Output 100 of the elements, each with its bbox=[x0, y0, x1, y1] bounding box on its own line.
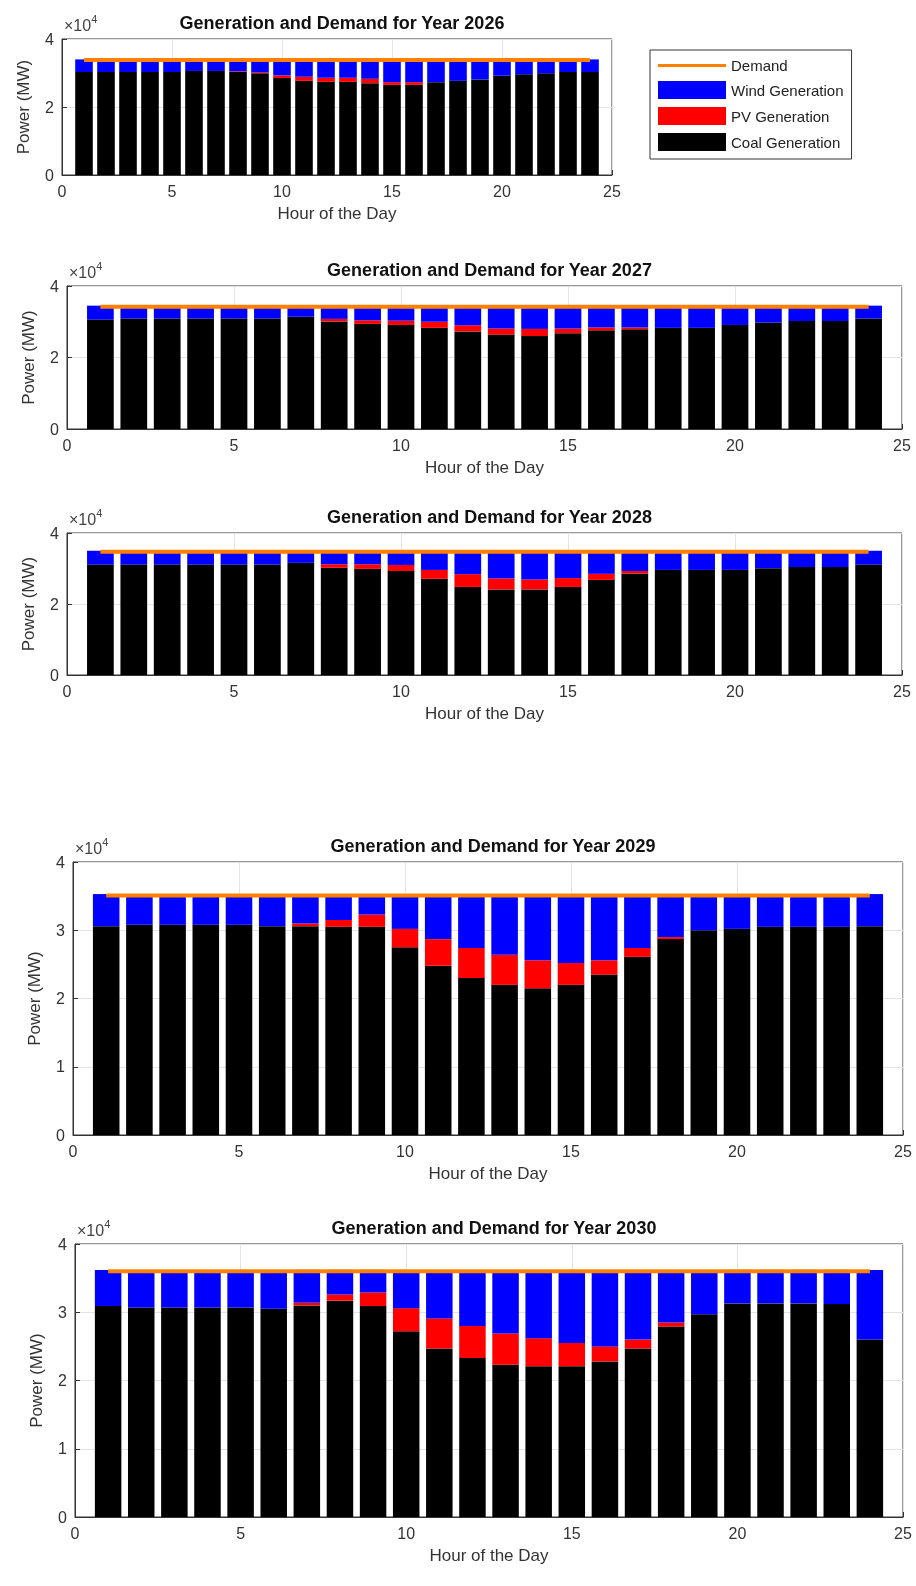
bar bbox=[487, 578, 515, 590]
bar bbox=[493, 75, 511, 175]
x-axis-title: Hour of the Day bbox=[424, 458, 545, 477]
y-tick-label: 2 bbox=[58, 1372, 68, 1389]
bar bbox=[755, 322, 782, 429]
bar bbox=[459, 1325, 486, 1358]
x-tick-label: 15 bbox=[383, 182, 401, 200]
bar bbox=[521, 336, 548, 429]
bar bbox=[187, 318, 214, 429]
bar bbox=[260, 1308, 287, 1517]
bar bbox=[823, 894, 850, 927]
bar bbox=[421, 321, 448, 328]
bar bbox=[621, 573, 649, 675]
y-tick-label: 2 bbox=[50, 595, 60, 613]
bar bbox=[855, 564, 882, 675]
bar bbox=[492, 1364, 519, 1517]
bar bbox=[458, 894, 485, 948]
bar bbox=[387, 320, 415, 325]
x-axis-title: Hour of the Day bbox=[428, 1164, 549, 1183]
bar bbox=[254, 318, 281, 429]
bar bbox=[657, 1322, 685, 1327]
bar bbox=[127, 1307, 155, 1517]
x-tick-label: 25 bbox=[603, 182, 621, 200]
bar bbox=[790, 1303, 817, 1517]
x-tick-label: 0 bbox=[70, 1524, 80, 1542]
legend-label: Demand bbox=[731, 57, 788, 74]
bar bbox=[159, 894, 186, 925]
bar bbox=[94, 1306, 122, 1517]
bar bbox=[554, 578, 582, 587]
bar bbox=[387, 564, 415, 571]
bar bbox=[458, 948, 485, 979]
y-axis-title: Power (MW) bbox=[25, 951, 44, 1046]
bar bbox=[391, 894, 419, 929]
y-tick-label: 2 bbox=[45, 98, 55, 116]
y-tick-label: 2 bbox=[50, 349, 60, 366]
chart-title: Generation and Demand for Year 2029 bbox=[330, 836, 656, 856]
x-tick-label: 10 bbox=[397, 1524, 416, 1542]
bar bbox=[185, 70, 203, 175]
bar bbox=[557, 963, 585, 985]
bar bbox=[273, 75, 291, 79]
bar bbox=[657, 939, 684, 1135]
bar bbox=[590, 960, 618, 975]
y-tick-label: 3 bbox=[58, 1303, 68, 1321]
bar bbox=[525, 1366, 552, 1517]
bar bbox=[225, 924, 253, 1135]
bar bbox=[325, 926, 352, 1135]
bar bbox=[424, 939, 452, 966]
bar bbox=[624, 1348, 652, 1517]
bar bbox=[424, 965, 452, 1135]
bar bbox=[491, 984, 518, 1135]
bar bbox=[756, 926, 784, 1135]
bar bbox=[359, 1306, 387, 1517]
bar bbox=[621, 329, 649, 429]
bar bbox=[220, 318, 248, 429]
x-tick-label: 5 bbox=[229, 436, 239, 454]
bar bbox=[690, 930, 718, 1135]
bar bbox=[524, 894, 552, 961]
bar bbox=[387, 324, 415, 429]
bar bbox=[821, 321, 849, 429]
bar bbox=[721, 324, 749, 429]
bar bbox=[721, 569, 749, 675]
bar bbox=[358, 914, 386, 927]
bar bbox=[554, 586, 582, 675]
bar bbox=[383, 82, 401, 85]
bar bbox=[320, 567, 348, 675]
bar bbox=[524, 960, 552, 989]
bar bbox=[688, 327, 715, 429]
bar bbox=[487, 328, 515, 335]
bar bbox=[354, 323, 381, 429]
bar bbox=[454, 574, 482, 587]
x-tick-label: 5 bbox=[167, 182, 177, 200]
bar bbox=[588, 327, 615, 331]
y-axis-title: Power (MW) bbox=[19, 310, 38, 405]
bar bbox=[92, 894, 120, 927]
x-tick-label: 20 bbox=[728, 1524, 747, 1542]
bar bbox=[426, 1318, 453, 1349]
y-tick-label: 0 bbox=[50, 420, 60, 438]
bar bbox=[657, 894, 684, 938]
bar bbox=[558, 1366, 586, 1517]
bar bbox=[427, 82, 445, 175]
bar bbox=[590, 894, 618, 961]
bar bbox=[591, 1346, 619, 1362]
bar bbox=[823, 926, 850, 1135]
bar bbox=[521, 579, 548, 590]
bar bbox=[459, 1357, 486, 1517]
bar bbox=[487, 334, 515, 429]
bar bbox=[521, 328, 548, 337]
x-tick-label: 10 bbox=[273, 182, 291, 200]
y-axis-title: Power (MW) bbox=[19, 556, 38, 652]
bar bbox=[126, 894, 153, 925]
bar bbox=[339, 81, 357, 175]
legend-label: Wind Generation bbox=[731, 81, 844, 99]
x-tick-label: 20 bbox=[726, 436, 744, 454]
y-axis-title: Power (MW) bbox=[14, 59, 33, 155]
bar bbox=[251, 73, 269, 175]
bar bbox=[320, 321, 348, 429]
bar bbox=[723, 894, 751, 929]
x-tick-label: 5 bbox=[229, 682, 239, 700]
bar bbox=[293, 1305, 321, 1517]
chart-title: Generation and Demand for Year 2030 bbox=[331, 1218, 657, 1238]
